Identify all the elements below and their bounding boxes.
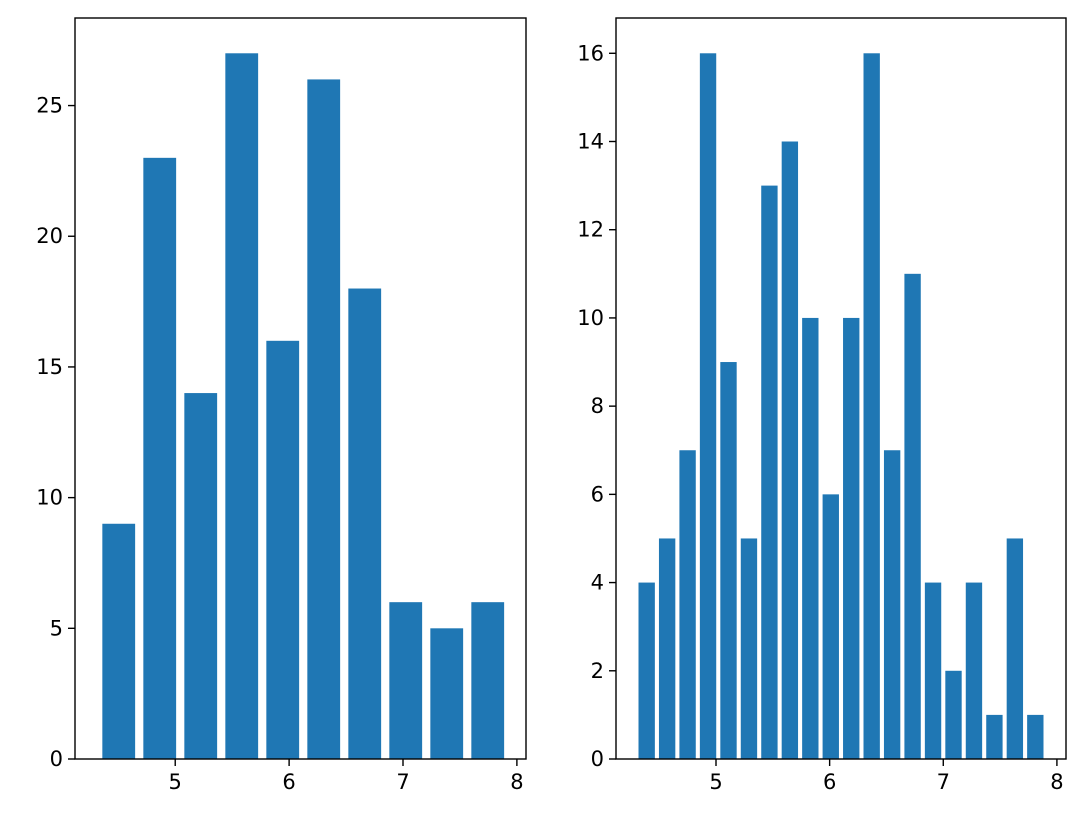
bar (822, 494, 839, 759)
bar (389, 602, 423, 759)
bar (986, 714, 1003, 759)
y-tick-label: 12 (577, 218, 604, 242)
bar (965, 582, 983, 759)
y-tick-label: 4 (591, 571, 604, 595)
y-tick-label: 5 (50, 616, 63, 640)
x-tick-label: 6 (282, 770, 295, 794)
y-tick-label: 10 (577, 306, 604, 330)
bar (266, 340, 300, 759)
bar (638, 582, 655, 759)
y-tick-label: 20 (36, 224, 63, 248)
bar (843, 317, 860, 759)
y-tick-label: 0 (591, 747, 604, 771)
x-tick-label: 7 (937, 770, 950, 794)
y-tick-label: 6 (591, 482, 604, 506)
bar (102, 523, 136, 759)
bar (720, 362, 737, 759)
bar (863, 53, 880, 760)
x-tick-label: 8 (1050, 770, 1063, 794)
bar (740, 538, 758, 759)
bar (348, 288, 382, 759)
y-tick-label: 15 (36, 355, 63, 379)
bar (1006, 538, 1024, 759)
x-tick-label: 7 (396, 770, 409, 794)
y-tick-label: 14 (577, 130, 604, 154)
bar (924, 582, 942, 759)
bar (802, 317, 819, 759)
bar (945, 670, 962, 759)
axes-frame (74, 17, 527, 760)
x-tick-label: 5 (709, 770, 722, 794)
x-tick-label: 8 (510, 770, 523, 794)
y-tick-label: 2 (591, 659, 604, 683)
y-tick-label: 16 (577, 41, 604, 65)
bar (1027, 714, 1044, 759)
y-tick-label: 10 (36, 486, 63, 510)
bar (471, 602, 505, 759)
x-tick-label: 5 (169, 770, 182, 794)
bar (699, 53, 717, 760)
y-tick-label: 25 (36, 94, 63, 118)
bar (225, 53, 259, 760)
y-tick-label: 8 (591, 394, 604, 418)
bar (904, 273, 921, 759)
y-tick-label: 0 (50, 747, 63, 771)
axes-frame (615, 17, 1067, 760)
histogram-panel-right: 5 6 7 8 0 2 4 6 8 10 12 14 16 (577, 17, 1067, 794)
bar (658, 538, 676, 759)
bar (430, 628, 464, 759)
bar (679, 450, 696, 759)
bar (307, 79, 341, 759)
bar (184, 393, 218, 759)
bar (883, 450, 901, 759)
x-tick-label: 6 (823, 770, 836, 794)
histogram-panel-left: 5 6 7 8 0 5 10 15 20 25 (36, 17, 527, 794)
bar (781, 141, 799, 759)
bar (143, 157, 177, 759)
bar (761, 185, 778, 759)
